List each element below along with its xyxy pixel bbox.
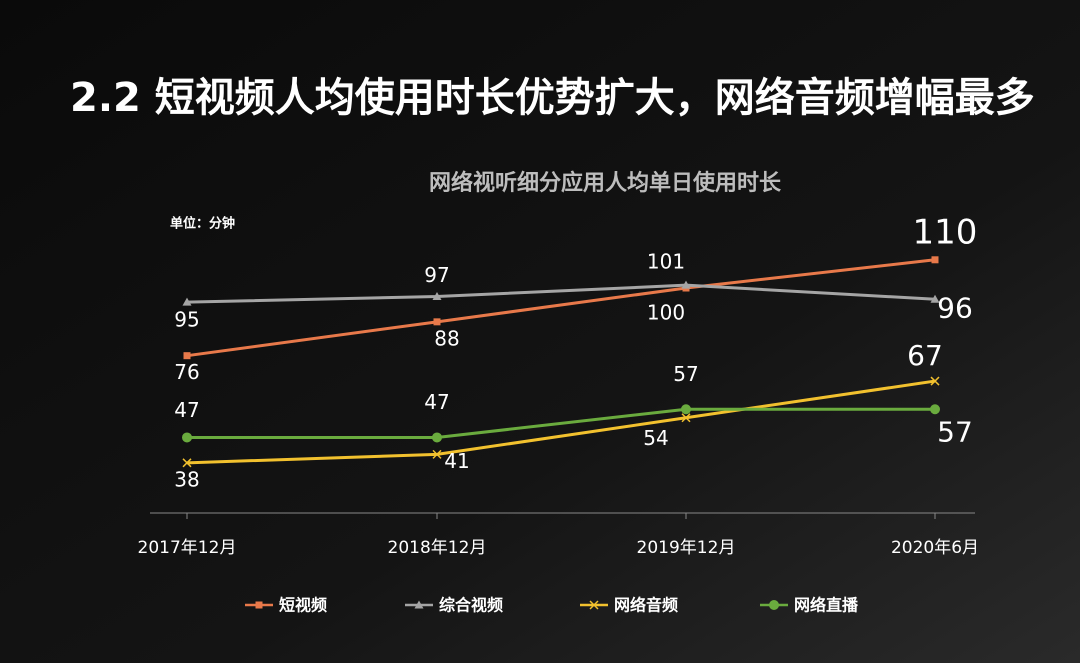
point (432, 449, 442, 459)
series-line (186, 258, 936, 358)
unit-label: 单位：分钟 (170, 216, 235, 232)
point (183, 352, 191, 360)
x-tick-label: 2018年12月 (388, 538, 487, 558)
chart-subtitle: 网络视听细分应用人均单日使用时长 (429, 170, 782, 196)
point (433, 318, 441, 326)
point (182, 297, 192, 306)
data-label: 88 (434, 326, 459, 350)
data-label: 110 (913, 212, 978, 252)
legend-label: 短视频 (279, 596, 327, 615)
data-label: 41 (444, 449, 469, 473)
series-line (187, 407, 935, 439)
legend-marker (255, 601, 263, 609)
data-label: 95 (174, 308, 199, 332)
point (182, 432, 192, 443)
legend-label: 网络音频 (614, 596, 678, 615)
data-label: 47 (424, 390, 449, 414)
legend-marker (414, 600, 424, 609)
data-label: 101 (647, 250, 685, 274)
data-label: 67 (907, 339, 943, 372)
legend-label: 综合视频 (439, 596, 503, 615)
series-line (186, 379, 936, 465)
x-tick-label: 2020年6月 (891, 538, 979, 558)
data-label: 57 (937, 415, 973, 448)
point (681, 413, 691, 423)
x-tick-label: 2017年12月 (138, 538, 237, 558)
data-label: 76 (174, 360, 199, 384)
data-label: 96 (937, 291, 973, 324)
series-line (186, 283, 936, 304)
point (432, 432, 442, 443)
point (930, 404, 940, 415)
legend-marker (769, 600, 779, 610)
point (930, 376, 940, 386)
point (681, 280, 691, 289)
point (182, 458, 192, 468)
point (931, 256, 939, 264)
point (681, 404, 691, 415)
data-label: 57 (673, 362, 698, 386)
legend-marker (589, 600, 599, 610)
chart-title: 2.2 短视频人均使用时长优势扩大，网络音频增幅最多 (70, 75, 1035, 121)
data-label: 47 (174, 398, 199, 422)
data-label: 38 (174, 467, 199, 491)
legend-label: 网络直播 (794, 596, 859, 615)
data-label: 97 (424, 263, 449, 287)
point (432, 291, 442, 300)
point (930, 294, 940, 303)
data-label: 54 (643, 426, 668, 450)
data-label: 100 (647, 301, 685, 325)
x-tick-label: 2019年12月 (637, 538, 736, 558)
